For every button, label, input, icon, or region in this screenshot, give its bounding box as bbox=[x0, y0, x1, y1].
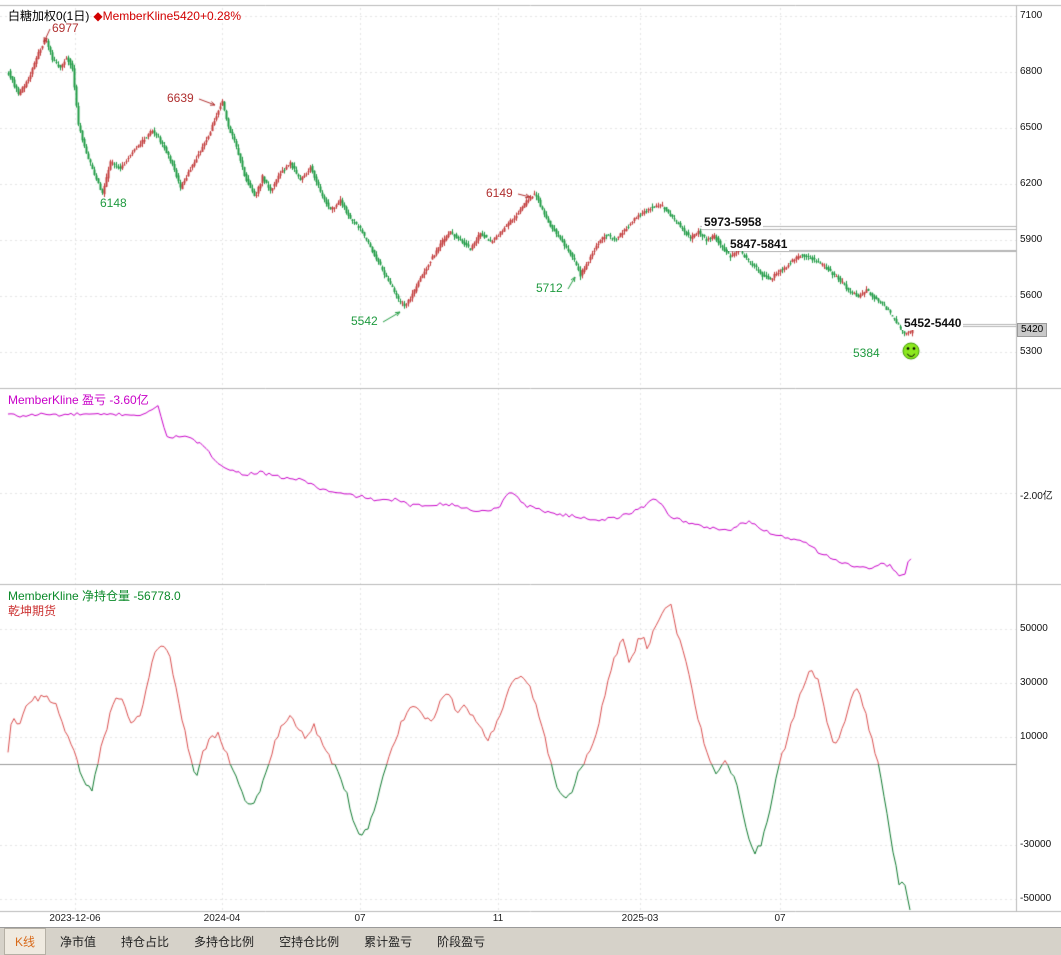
price-annotation: 5973-5958 bbox=[702, 215, 764, 229]
price-annotation: 6977 bbox=[52, 21, 79, 35]
y-axis-label: 30000 bbox=[1020, 677, 1048, 688]
y-axis-label: -2.00亿 bbox=[1020, 491, 1053, 502]
x-axis-label: 07 bbox=[774, 913, 786, 924]
y-axis-label: 6200 bbox=[1020, 178, 1043, 189]
price-annotation: 5452-5440 bbox=[902, 316, 964, 330]
tab-cumulative-pnl[interactable]: 累计盈亏 bbox=[364, 935, 413, 949]
y-axis-label: 6500 bbox=[1020, 122, 1043, 133]
price-annotation: 5542 bbox=[351, 314, 378, 328]
tab-stage-pnl[interactable]: 阶段盈亏 bbox=[437, 935, 486, 949]
price-annotation: 5712 bbox=[536, 281, 563, 295]
y-axis-label: 50000 bbox=[1020, 623, 1048, 634]
x-axis-label: 11 bbox=[492, 913, 504, 924]
y-axis-label: 5300 bbox=[1020, 346, 1043, 357]
price-annotation: 5384 bbox=[853, 346, 880, 360]
y-axis-label: 7100 bbox=[1020, 10, 1043, 21]
price-annotation: 6149 bbox=[486, 186, 513, 200]
pnl-panel-header: MemberKline 盈亏 -3.60亿 bbox=[8, 393, 149, 407]
tab-kline[interactable]: K线 bbox=[4, 928, 47, 955]
y-axis-label: 6800 bbox=[1020, 66, 1043, 77]
y-axis-label: -50000 bbox=[1020, 893, 1052, 904]
indicator-readout: ◆MemberKline5420+0.28% bbox=[93, 9, 241, 23]
x-axis-label: 2024-04 bbox=[203, 913, 241, 924]
price-annotation: 6639 bbox=[167, 91, 194, 105]
tab-position-share[interactable]: 持仓占比 bbox=[121, 935, 170, 949]
y-axis-label: 5900 bbox=[1020, 234, 1043, 245]
position-panel-header: MemberKline 净持仓量 -56778.0 bbox=[8, 589, 181, 603]
last-price-tag: 5420 bbox=[1017, 322, 1048, 337]
chart-canvas[interactable] bbox=[0, 0, 1061, 926]
x-axis-label: 2025-03 bbox=[621, 913, 659, 924]
symbol-title: 白糖加权0(1日) bbox=[8, 9, 90, 23]
y-axis-label: -30000 bbox=[1020, 839, 1052, 850]
tab-long-position-ratio[interactable]: 多持仓比例 bbox=[194, 935, 255, 949]
x-axis-label: 2023-12-06 bbox=[49, 913, 101, 924]
price-annotation: 5847-5841 bbox=[728, 237, 790, 251]
price-panel-header: 白糖加权0(1日) ◆MemberKline5420+0.28% bbox=[8, 7, 241, 24]
y-axis-label: 5600 bbox=[1020, 290, 1043, 301]
tab-net-value[interactable]: 净市值 bbox=[60, 935, 97, 949]
x-axis-label: 07 bbox=[354, 913, 366, 924]
tab-short-position-ratio[interactable]: 空持仓比例 bbox=[279, 935, 340, 949]
broker-label: 乾坤期货 bbox=[8, 604, 57, 618]
y-axis-label: 10000 bbox=[1020, 731, 1048, 742]
price-annotation: 6148 bbox=[100, 196, 127, 210]
bottom-tab-bar: K线 净市值 持仓占比 多持仓比例 空持仓比例 累计盈亏 阶段盈亏 bbox=[0, 927, 1061, 955]
